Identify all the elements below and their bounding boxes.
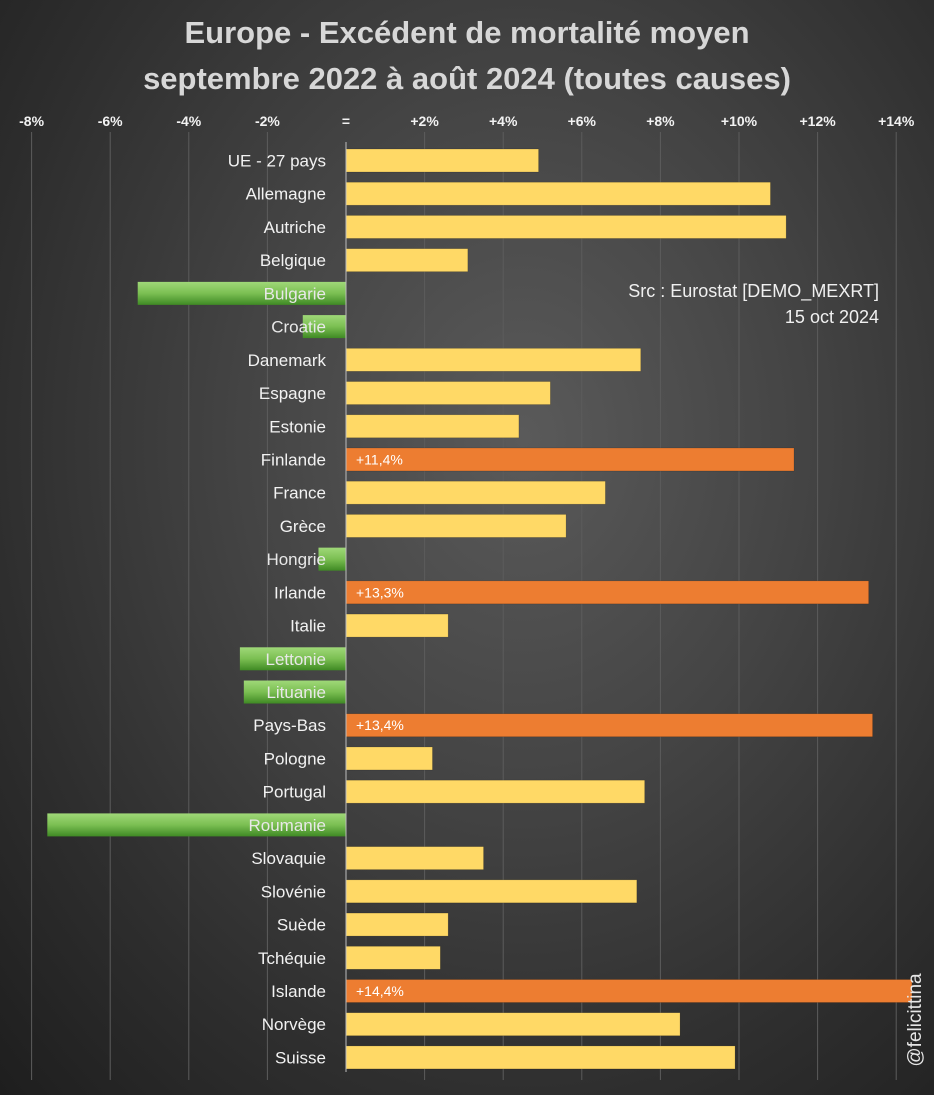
bars [47,148,913,1070]
x-tick-label: +12% [799,113,836,129]
chart-title: Europe - Excédent de mortalité moyen sep… [0,10,934,102]
bar-tchequie [345,945,441,970]
bar-ue-27-pays [345,148,539,173]
bar-roumanie [47,813,346,837]
category-label: Italie [290,617,326,636]
category-label: Pays-Bas [253,716,326,735]
bar-france [345,480,606,505]
category-label: Irlande [274,583,326,602]
bar-finlande [345,447,795,472]
x-tick-label: +6% [568,113,597,129]
source-line-2: 15 oct 2024 [784,307,879,327]
data-label-finlande: +11,4% [356,451,403,467]
x-tick-label: +10% [721,113,758,129]
data-label-pays-bas: +13,4% [356,717,404,733]
bar-autriche [345,215,787,239]
x-tick-label: -6% [98,113,123,129]
category-label: Finlande [261,450,326,469]
bar-allemagne [345,181,771,206]
category-label: Slovaquie [251,849,326,868]
category-label: Allemagne [246,185,326,204]
chart-title-line-2: septembre 2022 à août 2024 (toutes cause… [143,61,791,96]
watermark: @felicittina [901,955,931,1085]
bar-hongrie [318,547,346,571]
bar-slovenie [345,879,638,904]
bar-croatie [302,315,346,339]
category-label: Belgique [260,251,326,270]
category-label: Roumanie [249,816,327,835]
gridlines [31,132,897,1080]
bar-italie [345,613,449,638]
category-label: Slovénie [261,882,326,901]
category-label: Norvège [262,1015,326,1034]
chart-title-line-1: Europe - Excédent de mortalité moyen [184,15,750,50]
data-labels: +11,4% +13,3% +13,4% +14,4% [356,451,404,999]
bar-pays-bas [345,713,873,738]
category-label: Lettonie [266,650,327,669]
x-tick-label: +4% [489,113,518,129]
category-label: Islande [271,982,326,1001]
category-labels: UE - 27 pays Allemagne Autriche Belgique Bul… [228,152,327,1068]
x-tick-label: = [342,113,350,129]
source-line-1: Src : Eurostat [DEMO_MEXRT] [628,281,879,301]
category-label: Hongrie [266,550,326,569]
bar-bulgarie [137,281,346,305]
bar-danemark [345,348,642,372]
bar-estonie [345,414,520,439]
bar-slovaquie [345,846,484,870]
data-label-islande: +14,4% [356,983,404,999]
bar-lettonie [239,647,346,671]
bar-suisse [345,1045,736,1070]
category-label: Espagne [259,384,326,403]
category-label: Suède [277,916,326,935]
data-label-irlande: +13,3% [356,584,404,600]
bar-irlande [345,580,869,605]
category-label: Pologne [264,749,326,768]
category-label: Portugal [263,783,326,802]
category-label: Suisse [275,1048,326,1067]
category-label: UE - 27 pays [228,152,326,171]
source-note: Src : Eurostat [DEMO_MEXRT] 15 oct 2024 [628,278,879,330]
bar-belgique [345,248,469,272]
category-label: Grèce [280,517,326,536]
bar-grece [345,514,567,538]
category-label: Croatie [271,318,326,337]
x-tick-label: -4% [176,113,201,129]
bar-portugal [345,779,645,804]
x-tick-label: +2% [410,113,439,129]
bar-lituanie [243,680,346,704]
category-label: Autriche [264,218,326,237]
x-tick-label: -2% [255,113,280,129]
category-label: Danemark [248,351,327,370]
category-label: Estonie [269,417,326,436]
x-tick-label: -8% [19,113,44,129]
bar-espagne [345,381,551,405]
x-tick-label: +8% [646,113,675,129]
x-tick-label: +14% [878,113,915,129]
bar-islande [345,979,913,1003]
watermark-text: @felicittina [905,973,926,1067]
category-label: Tchéquie [258,949,326,968]
x-axis-ticks: -8% -6% -4% -2% = +2% +4% +6% +8% +10% +12% +14% [19,113,915,129]
category-label: Bulgarie [264,284,326,303]
bar-norvege [345,1012,681,1037]
category-label: France [273,484,326,503]
bar-suede [345,912,449,937]
category-label: Lituanie [266,683,326,702]
bar-pologne [345,746,433,771]
